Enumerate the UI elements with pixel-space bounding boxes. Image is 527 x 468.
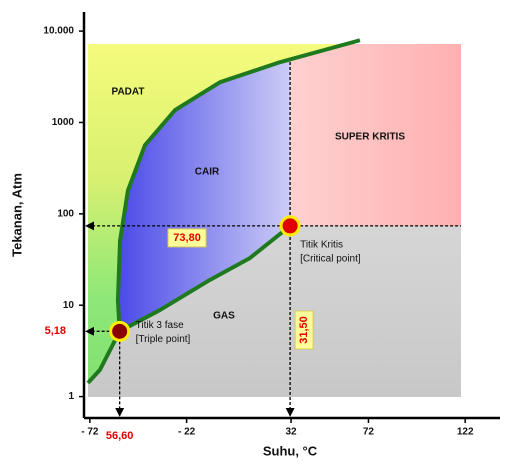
triple-point [109,320,131,342]
x-tick-label: 32 [286,427,298,438]
y-axis-label: Tekanan, Atm [9,173,24,257]
value-label-box [294,310,314,350]
x-tick-label: - 72 [81,427,99,438]
y-tick-label: 10 [63,300,75,311]
region-label: PADAT [112,87,145,98]
overlay: 73,80 31,50 5,18 56,60 Titik Kritis [Critical… [45,38,461,442]
x-tick-label: 122 [457,427,474,438]
x-tick-label: 72 [363,427,375,438]
region-label: SUPER KRITIS [335,132,405,143]
value-label: 5,18 [45,325,66,337]
solid-region [88,44,347,397]
point-label: [Critical point] [300,254,361,265]
value-label: 31,50 [298,316,310,344]
critical-point [279,215,301,237]
region-label: CAIR [195,167,220,178]
point-label: Titik 3 fase [136,320,184,331]
phase-curve [86,330,122,385]
value-label: 73,80 [173,232,201,244]
phase-curve [118,224,292,334]
y-tick-label: 10.000 [43,26,74,37]
value-label: 56,60 [106,430,134,442]
region-label: GAS [213,311,235,322]
phase-curve [115,38,361,332]
point-label: [Triple point] [136,334,191,345]
y-tick-label: 100 [57,208,74,219]
regions [88,44,461,397]
y-tick-label: 1 [68,391,74,402]
value-label-box [167,228,207,248]
y-tick-label: 1000 [52,117,75,128]
supercritical-region [290,44,461,226]
x-axis-label: Suhu, °C [263,443,318,458]
point-label: Titik Kritis [300,240,343,251]
x-tick-label: - 22 [178,427,196,438]
